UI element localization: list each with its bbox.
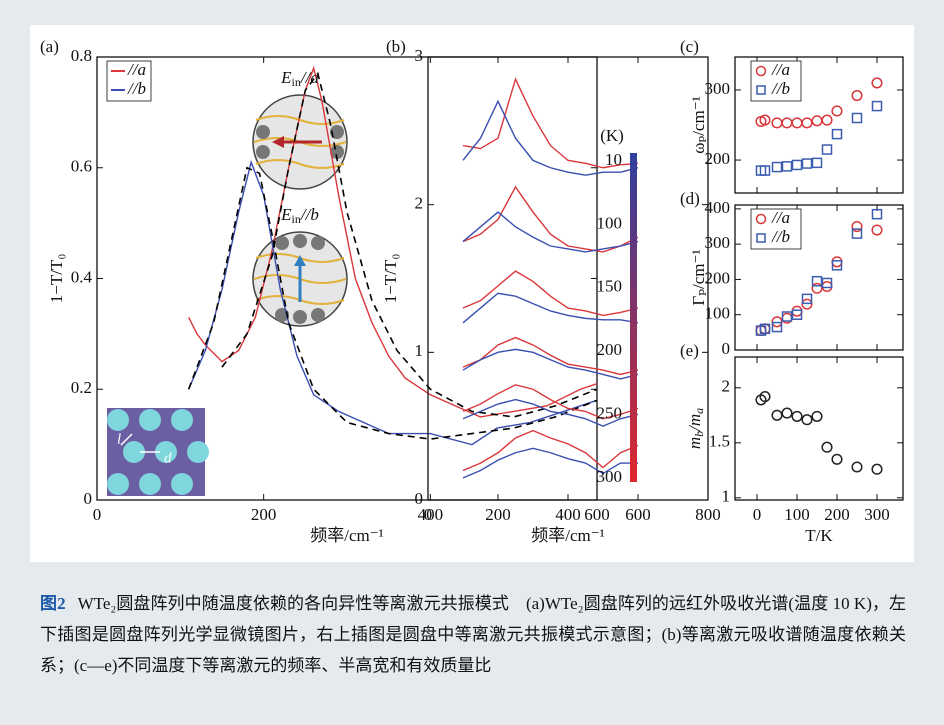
legend-label: //b (127, 79, 146, 98)
panel-label: (c) (680, 37, 699, 56)
y-tick-label: 1 (722, 487, 731, 506)
x-axis-label: 频率/cm⁻¹ (310, 526, 384, 545)
y-axis-label: 1−T/T₀ (47, 254, 66, 304)
x-tick-label: 200 (485, 505, 511, 524)
x-tick-label: 0 (753, 505, 762, 524)
y-tick-label: 0 (722, 339, 731, 358)
y-tick-label: 100 (705, 304, 731, 323)
y-axis-label-part: /m (685, 414, 704, 432)
caption-text: WTe₂圆盘阵列中随温度依赖的各向异性等离激元共振模式 (a)WTe₂圆盘阵列的… (40, 594, 906, 675)
inset-title-part: in (292, 212, 301, 226)
x-tick-label: 0 (93, 505, 102, 524)
page: l d (a)020040060000.20.40.60.8频率/cm⁻¹1−T… (0, 0, 944, 725)
panel-label: (e) (680, 341, 699, 360)
legend-label: //a (127, 60, 146, 79)
y-tick-label: 200 (705, 268, 731, 287)
y-tick-label: 300 (705, 233, 731, 252)
x-tick-label: 300 (864, 505, 890, 524)
y-tick-label: 2 (722, 377, 731, 396)
panel-label: (d) (680, 189, 700, 208)
y-tick-label: 0 (415, 489, 424, 508)
y-axis-label-part: a (692, 408, 706, 414)
plasmon-inset-a (253, 95, 347, 189)
panel-label: (a) (40, 37, 59, 56)
inset-label: l (117, 431, 121, 447)
y-axis-label: mb/ma (685, 408, 706, 449)
y-tick-label: 0.4 (71, 267, 93, 286)
inset-title-part: //b (300, 205, 319, 224)
legend-label: //a (771, 208, 790, 227)
inset-title-part: E (280, 205, 292, 224)
legend-label: //b (771, 227, 790, 246)
y-tick-label: 1 (415, 341, 424, 360)
y-tick-label: 0 (84, 489, 93, 508)
x-tick-label: 600 (625, 505, 651, 524)
colorbar-label: 150 (597, 277, 623, 296)
inset-title-part: //a (300, 68, 319, 87)
x-tick-label: 600 (584, 505, 610, 524)
inset-title-part: E (280, 68, 292, 87)
x-tick-label: 400 (555, 505, 581, 524)
y-tick-label: 1.5 (709, 432, 730, 451)
y-axis-label: Γₚ/cm⁻¹ (689, 249, 708, 305)
micrograph-inset (107, 408, 209, 496)
y-axis-label: ωₚ/cm⁻¹ (689, 96, 708, 154)
panel-label: (b) (386, 37, 406, 56)
colorbar-title: (K) (600, 126, 624, 145)
legend-label: //b (771, 79, 790, 98)
colorbar-label: 300 (597, 467, 623, 486)
colorbar-label: 250 (597, 404, 623, 423)
y-tick-label: 0.8 (71, 46, 92, 65)
y-tick-label: 400 (705, 198, 731, 217)
inset-title-part: in (292, 75, 301, 89)
x-tick-label: 100 (784, 505, 810, 524)
plasmon-inset-b (253, 232, 347, 326)
x-tick-label: 800 (695, 505, 721, 524)
y-axis-label: 1−T/T₀ (381, 254, 400, 304)
caption-label: 图2 (40, 594, 66, 613)
legend-label: //a (771, 60, 790, 79)
y-tick-label: 2 (415, 194, 424, 213)
inset-label: d (164, 450, 172, 466)
colorbar (630, 153, 637, 482)
x-axis-label: 频率/cm⁻¹ (531, 526, 605, 545)
x-axis-label: T/K (805, 526, 833, 545)
y-tick-label: 200 (705, 149, 731, 168)
y-tick-label: 300 (705, 79, 731, 98)
x-tick-label: 200 (824, 505, 850, 524)
y-tick-label: 3 (415, 46, 424, 65)
y-tick-label: 0.2 (71, 378, 92, 397)
colorbar-label: 10 (605, 150, 622, 169)
y-tick-label: 0.6 (71, 157, 92, 176)
y-axis-label-part: m (685, 437, 704, 449)
x-tick-label: 200 (251, 505, 277, 524)
x-tick-label: 0 (424, 505, 433, 524)
colorbar-label: 100 (597, 213, 623, 232)
colorbar-label: 200 (597, 340, 623, 359)
